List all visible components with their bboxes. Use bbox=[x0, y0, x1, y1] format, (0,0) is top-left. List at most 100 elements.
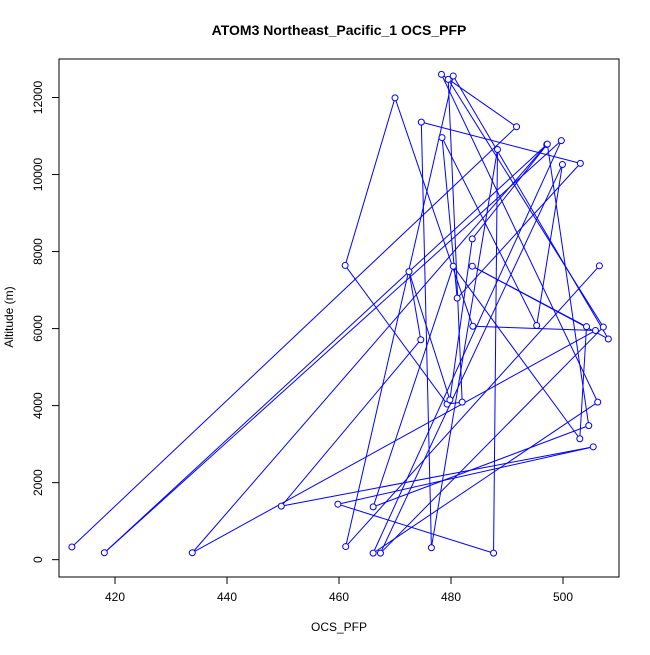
chart-title: ATOM3 Northeast_Pacific_1 OCS_PFP bbox=[212, 22, 467, 38]
series-0-segment-20 bbox=[441, 137, 458, 299]
series-0-segment-29 bbox=[280, 339, 422, 507]
series-0-point-2 bbox=[437, 70, 445, 78]
series-0-point-9 bbox=[591, 327, 599, 335]
series-0-point-5 bbox=[557, 137, 565, 145]
series-0-point-14 bbox=[458, 398, 466, 406]
series-0-point-33 bbox=[468, 235, 476, 243]
series-0-point-11 bbox=[391, 94, 399, 102]
series-0-segment-42 bbox=[345, 75, 454, 547]
series-0-point-16 bbox=[599, 323, 607, 331]
series-0-point-23 bbox=[417, 118, 425, 126]
series-0-segment-5 bbox=[104, 140, 562, 554]
x-tick-label: 460 bbox=[329, 590, 349, 604]
series-0-segment-33 bbox=[471, 143, 548, 240]
series-0-segment-14 bbox=[447, 79, 463, 403]
series-points bbox=[68, 70, 612, 557]
series-0-segment-36 bbox=[372, 266, 454, 508]
series-0-point-32 bbox=[446, 396, 454, 404]
y-tick-label: 12000 bbox=[31, 81, 45, 115]
series-0-point-4 bbox=[369, 549, 377, 557]
x-tick-label: 500 bbox=[553, 590, 573, 604]
series-0-segment-12 bbox=[344, 265, 448, 405]
series-0-point-8 bbox=[188, 549, 196, 557]
series-0-segment-4 bbox=[372, 140, 562, 554]
series-0-segment-24 bbox=[430, 149, 498, 548]
y-tick-label: 6000 bbox=[31, 315, 45, 342]
series-0-segment-19 bbox=[441, 137, 538, 326]
series-0-point-25 bbox=[493, 146, 501, 154]
y-tick-label: 4000 bbox=[31, 392, 45, 419]
y-axis: 0 2000 4000 6000 8000 10000 12000 bbox=[31, 81, 60, 563]
series-0-point-27 bbox=[334, 500, 342, 508]
series-0-point-24 bbox=[427, 544, 435, 552]
series-0-segment-43 bbox=[345, 265, 600, 547]
series-0-segment-30 bbox=[408, 271, 422, 340]
series-0-point-41 bbox=[604, 335, 612, 343]
plot-frame bbox=[58, 58, 620, 578]
series-0-point-42 bbox=[449, 72, 457, 80]
series-0-segment-6 bbox=[104, 144, 548, 554]
series-0-segment-15 bbox=[447, 79, 604, 328]
series-lines bbox=[71, 73, 609, 554]
series-0-point-26 bbox=[490, 549, 498, 557]
series-0-point-28 bbox=[589, 443, 597, 451]
x-tick-label: 440 bbox=[217, 590, 237, 604]
series-0-segment-38 bbox=[579, 326, 588, 439]
series-0-point-38 bbox=[576, 435, 584, 443]
x-axis: 420 440 460 480 500 bbox=[105, 576, 573, 604]
series-0-point-44 bbox=[595, 262, 603, 270]
series-0-point-36 bbox=[369, 503, 377, 511]
series-0-segment-7 bbox=[191, 144, 548, 554]
series-0-point-6 bbox=[100, 549, 108, 557]
series-0-segment-34 bbox=[546, 144, 590, 426]
series-0-segment-25 bbox=[493, 149, 498, 554]
series-0-segment-0 bbox=[71, 126, 517, 548]
y-tick-label: 8000 bbox=[31, 238, 45, 265]
series-0-segment-26 bbox=[337, 503, 494, 554]
series-0-segment-11 bbox=[344, 97, 396, 266]
series-0-segment-8 bbox=[192, 330, 596, 554]
series-0-segment-31 bbox=[408, 271, 451, 400]
series-0-point-34 bbox=[543, 140, 551, 148]
y-tick-label: 0 bbox=[31, 556, 45, 563]
y-tick-label: 2000 bbox=[31, 469, 45, 496]
series-0-point-39 bbox=[583, 323, 591, 331]
series-0-point-40 bbox=[468, 262, 476, 270]
series-0-point-21 bbox=[453, 294, 461, 302]
y-tick-label: 10000 bbox=[31, 158, 45, 192]
series-0-point-19 bbox=[533, 322, 541, 330]
series-0-segment-22 bbox=[421, 121, 581, 164]
series-0-segment-35 bbox=[372, 425, 589, 508]
series-0-segment-41 bbox=[452, 75, 609, 340]
y-axis-label: Altitude (m) bbox=[2, 286, 16, 347]
series-0-segment-3 bbox=[372, 401, 598, 554]
series-0-point-20 bbox=[438, 134, 446, 142]
series-0-segment-10 bbox=[394, 97, 474, 327]
series-0-point-37 bbox=[449, 262, 457, 270]
series-0-point-29 bbox=[277, 502, 285, 510]
series-0-segment-2 bbox=[441, 74, 599, 403]
series-0-segment-18 bbox=[536, 164, 563, 326]
series-0-point-17 bbox=[376, 549, 384, 557]
series-0-segment-28 bbox=[281, 446, 594, 507]
series-0-point-0 bbox=[68, 543, 76, 551]
series-0-point-30 bbox=[417, 336, 425, 344]
series-0-segment-17 bbox=[379, 164, 563, 554]
x-tick-label: 480 bbox=[441, 590, 461, 604]
series-0-point-10 bbox=[469, 322, 477, 330]
series-0-point-12 bbox=[341, 261, 349, 269]
series-0-segment-37 bbox=[452, 265, 581, 440]
series-0-segment-16 bbox=[380, 326, 604, 554]
series-0-point-18 bbox=[558, 161, 566, 169]
series-0-point-43 bbox=[342, 543, 350, 551]
series-0-segment-21 bbox=[456, 163, 581, 299]
series-0-segment-32 bbox=[449, 238, 473, 400]
x-tick-label: 420 bbox=[105, 590, 125, 604]
series-0-segment-27 bbox=[337, 446, 594, 505]
series-0-point-22 bbox=[576, 159, 584, 167]
series-0-point-1 bbox=[513, 123, 521, 131]
series-0-segment-1 bbox=[441, 73, 517, 128]
x-axis-label: OCS_PFP bbox=[311, 620, 367, 634]
